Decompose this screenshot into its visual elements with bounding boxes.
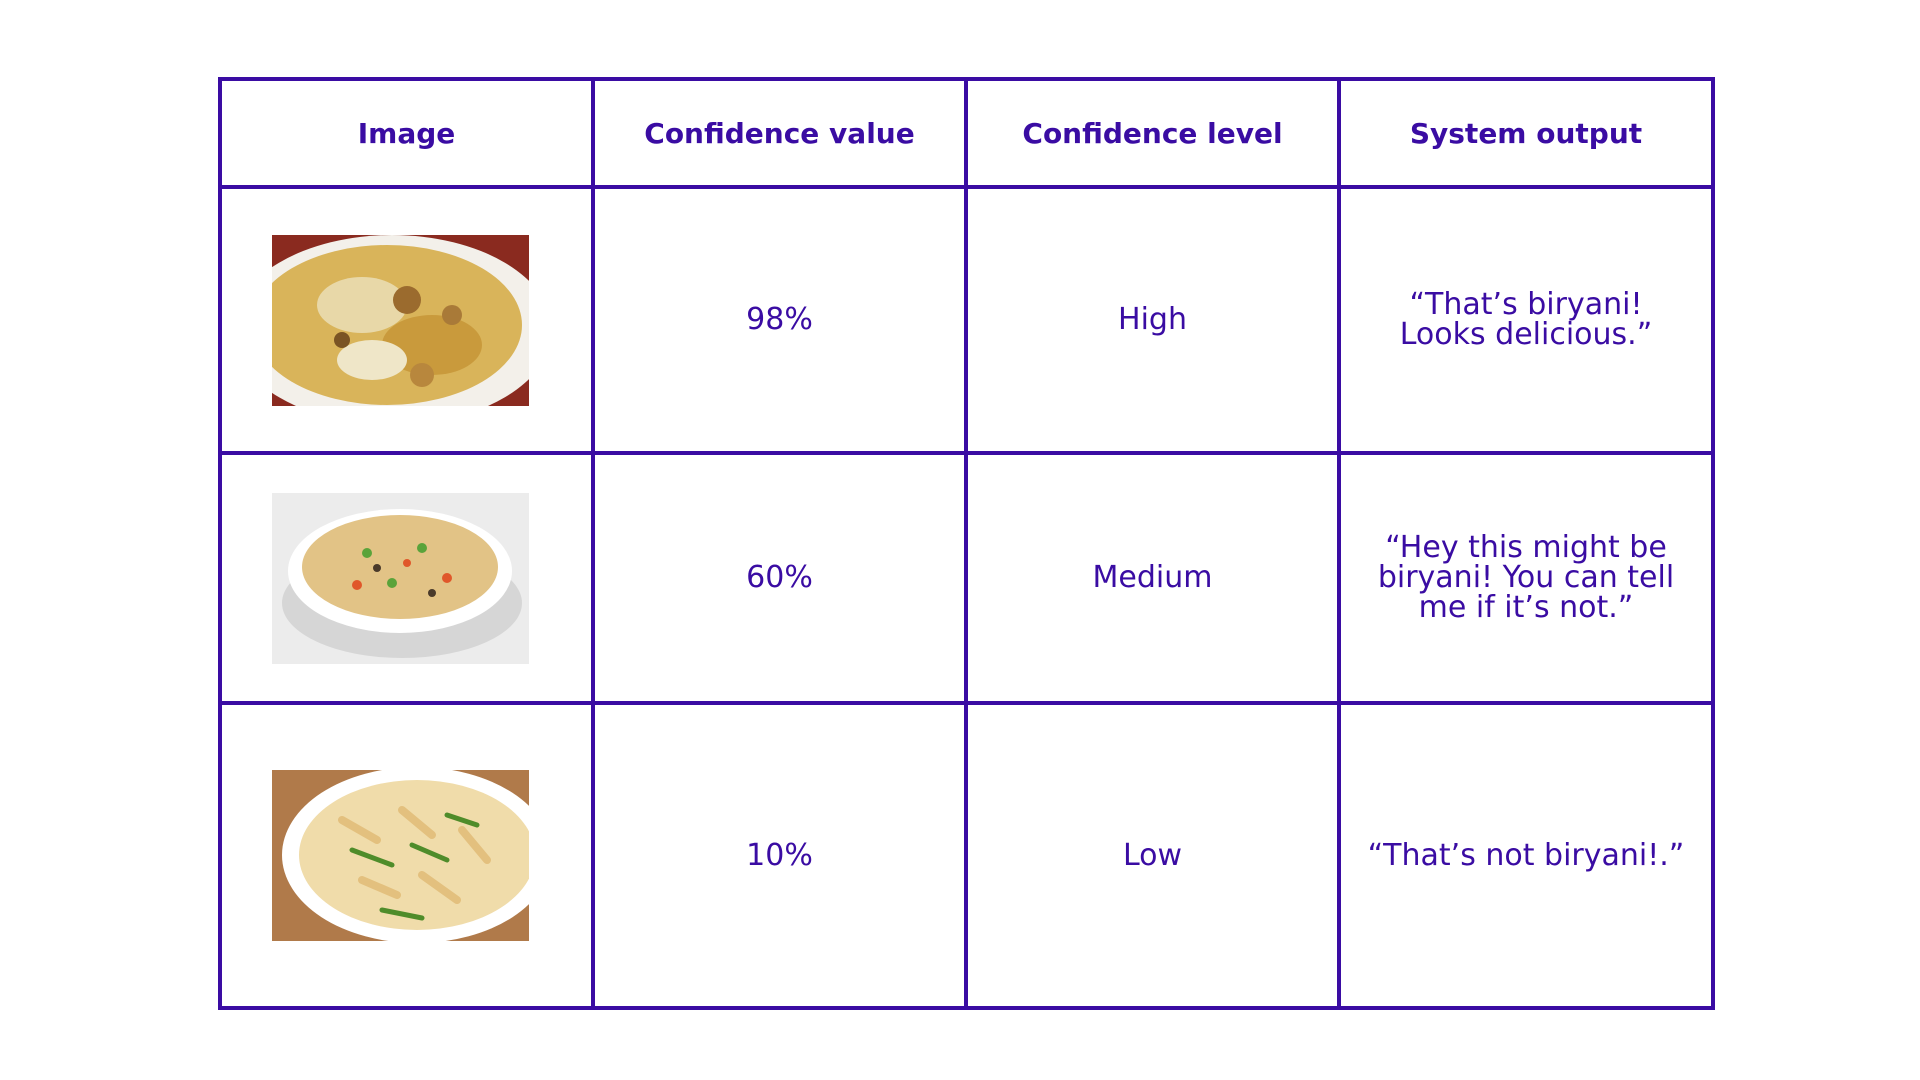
header-confidence-value: Confidence value	[595, 81, 968, 189]
row-2-confidence-value: 60%	[595, 455, 968, 705]
header-image: Image	[222, 81, 595, 189]
row-1-confidence-value: 98%	[595, 189, 968, 455]
row-1-system-output: “That’s biryani! Looks delicious.”	[1341, 189, 1715, 455]
row-2-system-output: “Hey this might be biryani! You can tell…	[1341, 455, 1715, 705]
row-3-image-cell	[222, 705, 595, 1010]
row-3-confidence-level: Low	[968, 705, 1341, 1010]
row-2-confidence-level: Medium	[968, 455, 1341, 705]
pasta-photo-icon	[272, 770, 529, 941]
row-1-image-cell	[222, 189, 595, 455]
row-1-confidence-level: High	[968, 189, 1341, 455]
fried-rice-photo-icon	[272, 492, 529, 664]
header-system-output: System output	[1341, 81, 1715, 189]
confidence-table: Image Confidence value Confidence level …	[218, 77, 1715, 1010]
biryani-photo-icon	[272, 234, 529, 406]
row-2-image-cell	[222, 455, 595, 705]
row-3-confidence-value: 10%	[595, 705, 968, 1010]
header-confidence-level: Confidence level	[968, 81, 1341, 189]
row-3-system-output: “That’s not biryani!.”	[1341, 705, 1715, 1010]
